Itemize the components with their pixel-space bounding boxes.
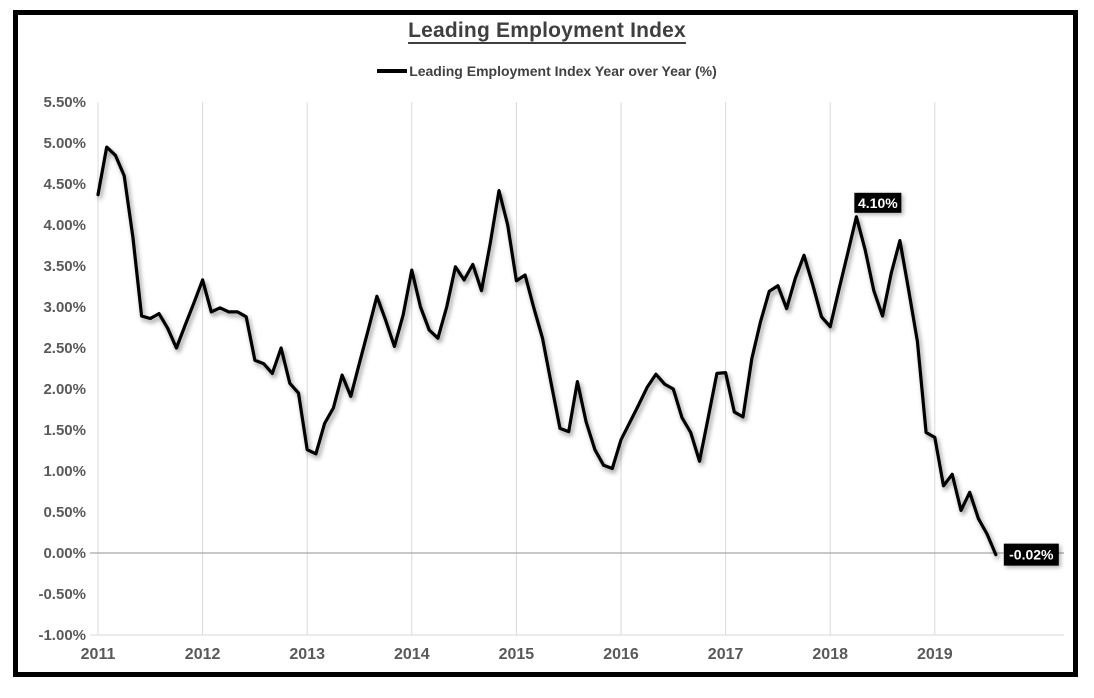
- x-axis-tick-label: 2017: [708, 646, 744, 663]
- legend-label: Leading Employment Index Year over Year …: [409, 63, 717, 79]
- data-label-box: [854, 192, 902, 213]
- y-axis-tick-label: 3.00%: [43, 299, 86, 316]
- y-axis-tick-label: 3.50%: [43, 258, 86, 275]
- y-axis-tick-label: -0.50%: [38, 586, 86, 603]
- y-axis-tick-label: 2.00%: [43, 381, 86, 398]
- y-axis-tick-label: 4.50%: [43, 176, 86, 193]
- x-axis-tick-label: 2013: [289, 646, 325, 663]
- x-axis-tick-label: 2012: [185, 646, 221, 663]
- y-axis-tick-label: 2.50%: [43, 340, 86, 357]
- x-axis-tick-label: 2014: [394, 646, 430, 663]
- x-axis-tick-label: 2015: [499, 646, 535, 663]
- x-axis-tick-label: 2018: [812, 646, 848, 663]
- legend: Leading Employment Index Year over Year …: [0, 62, 1094, 80]
- legend-line-marker: [377, 69, 408, 73]
- y-axis-tick-label: 4.00%: [43, 217, 86, 234]
- y-axis-tick-label: 5.00%: [43, 135, 86, 152]
- data-label: 4.10%: [858, 195, 898, 211]
- y-axis-tick-label: -1.00%: [38, 627, 86, 644]
- data-label-box: [1003, 543, 1059, 566]
- y-axis-tick-label: 1.00%: [43, 463, 86, 480]
- y-axis-tick-label: 1.50%: [43, 422, 86, 439]
- data-label: -0.02%: [1009, 547, 1054, 563]
- x-axis-tick-label: 2019: [917, 646, 953, 663]
- y-axis-tick-label: 5.50%: [43, 94, 86, 111]
- employment-index-line: [96, 145, 998, 557]
- x-axis-tick-label: 2011: [81, 646, 116, 663]
- y-axis-tick-label: 0.00%: [43, 545, 86, 562]
- x-axis-tick-label: 2016: [603, 646, 639, 663]
- chart-title: Leading Employment Index: [408, 19, 686, 42]
- y-axis-tick-label: 0.50%: [43, 504, 86, 521]
